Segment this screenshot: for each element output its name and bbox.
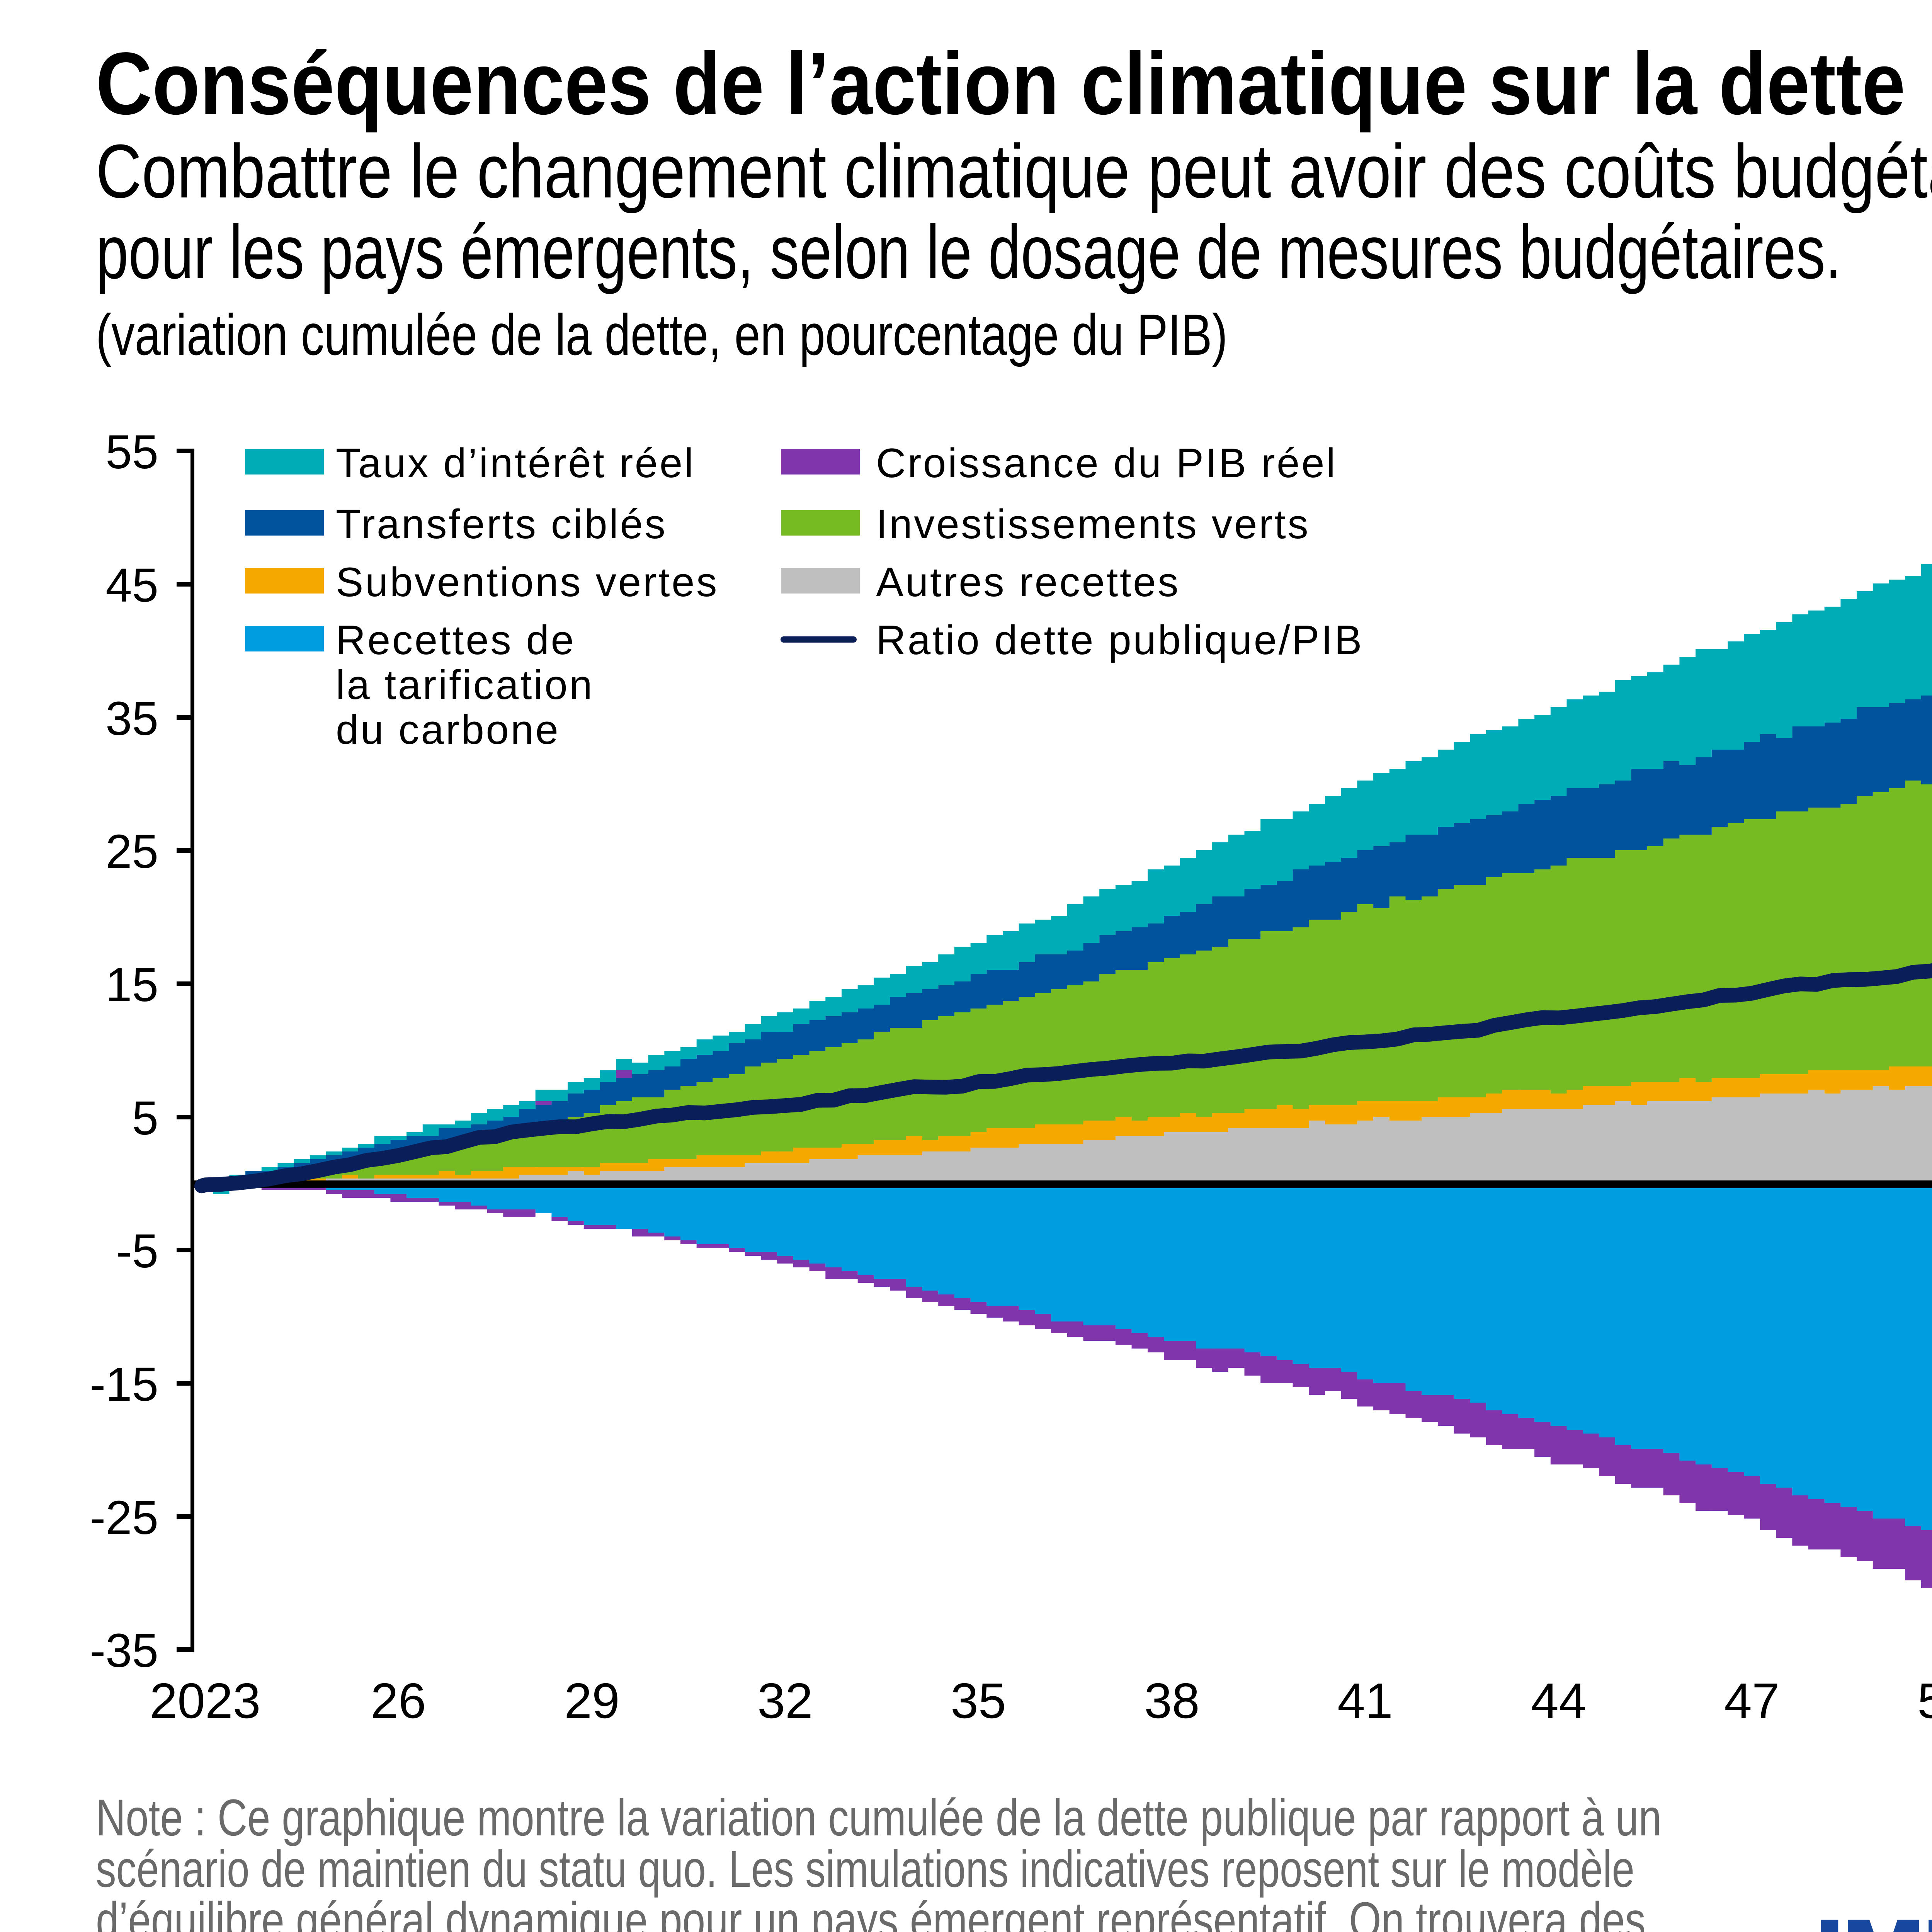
svg-text:32: 32 — [757, 1673, 813, 1729]
svg-text:(variation cumulée de la dette: (variation cumulée de la dette, en pourc… — [96, 302, 1228, 367]
svg-text:47: 47 — [1724, 1673, 1780, 1729]
svg-text:pour les pays émergents, selon: pour les pays émergents, selon le dosage… — [96, 209, 1842, 294]
svg-text:41: 41 — [1337, 1673, 1393, 1729]
svg-text:-35: -35 — [90, 1624, 158, 1677]
svg-text:-15: -15 — [90, 1358, 158, 1411]
svg-text:-25: -25 — [90, 1492, 158, 1544]
svg-text:-5: -5 — [116, 1225, 158, 1278]
svg-text:38: 38 — [1144, 1673, 1200, 1729]
svg-text:Autres recettes: Autres recettes — [876, 559, 1180, 605]
svg-text:la tarification: la tarification — [336, 662, 594, 708]
svg-text:15: 15 — [105, 959, 158, 1012]
svg-text:Combattre le changement climat: Combattre le changement climatique peut … — [96, 129, 1932, 214]
svg-text:IMF: IMF — [1816, 1902, 1932, 1932]
svg-text:2023: 2023 — [150, 1673, 261, 1729]
svg-text:55: 55 — [105, 426, 158, 479]
svg-text:35: 35 — [105, 692, 158, 745]
svg-text:26: 26 — [371, 1673, 426, 1729]
svg-text:scénario de maintien du statu: scénario de maintien du statu quo. Les s… — [96, 1840, 1634, 1898]
svg-text:45: 45 — [105, 559, 158, 612]
svg-text:Recettes de: Recettes de — [336, 617, 576, 663]
svg-text:Note : Ce graphique montre la: Note : Ce graphique montre la variation … — [96, 1789, 1662, 1847]
svg-text:Taux d’intérêt réel: Taux d’intérêt réel — [336, 440, 695, 486]
svg-text:Transferts ciblés: Transferts ciblés — [336, 501, 667, 547]
svg-text:du carbone: du carbone — [336, 706, 560, 753]
svg-text:Conséquences de l’action clima: Conséquences de l’action climatique sur … — [96, 34, 1905, 133]
svg-text:35: 35 — [951, 1673, 1006, 1729]
svg-text:5: 5 — [132, 1092, 158, 1145]
svg-text:Ratio dette publique/PIB: Ratio dette publique/PIB — [876, 617, 1364, 663]
svg-text:Investissements verts: Investissements verts — [876, 501, 1310, 547]
svg-text:Subventions vertes: Subventions vertes — [336, 559, 719, 605]
svg-text:Croissance du PIB réel: Croissance du PIB réel — [876, 440, 1337, 486]
svg-text:44: 44 — [1531, 1673, 1587, 1729]
svg-text:d’équilibre général dynamique: d’équilibre général dynamique pour un pa… — [96, 1892, 1646, 1932]
svg-text:29: 29 — [564, 1673, 620, 1729]
svg-text:25: 25 — [105, 825, 158, 878]
svg-text:50: 50 — [1917, 1673, 1932, 1729]
